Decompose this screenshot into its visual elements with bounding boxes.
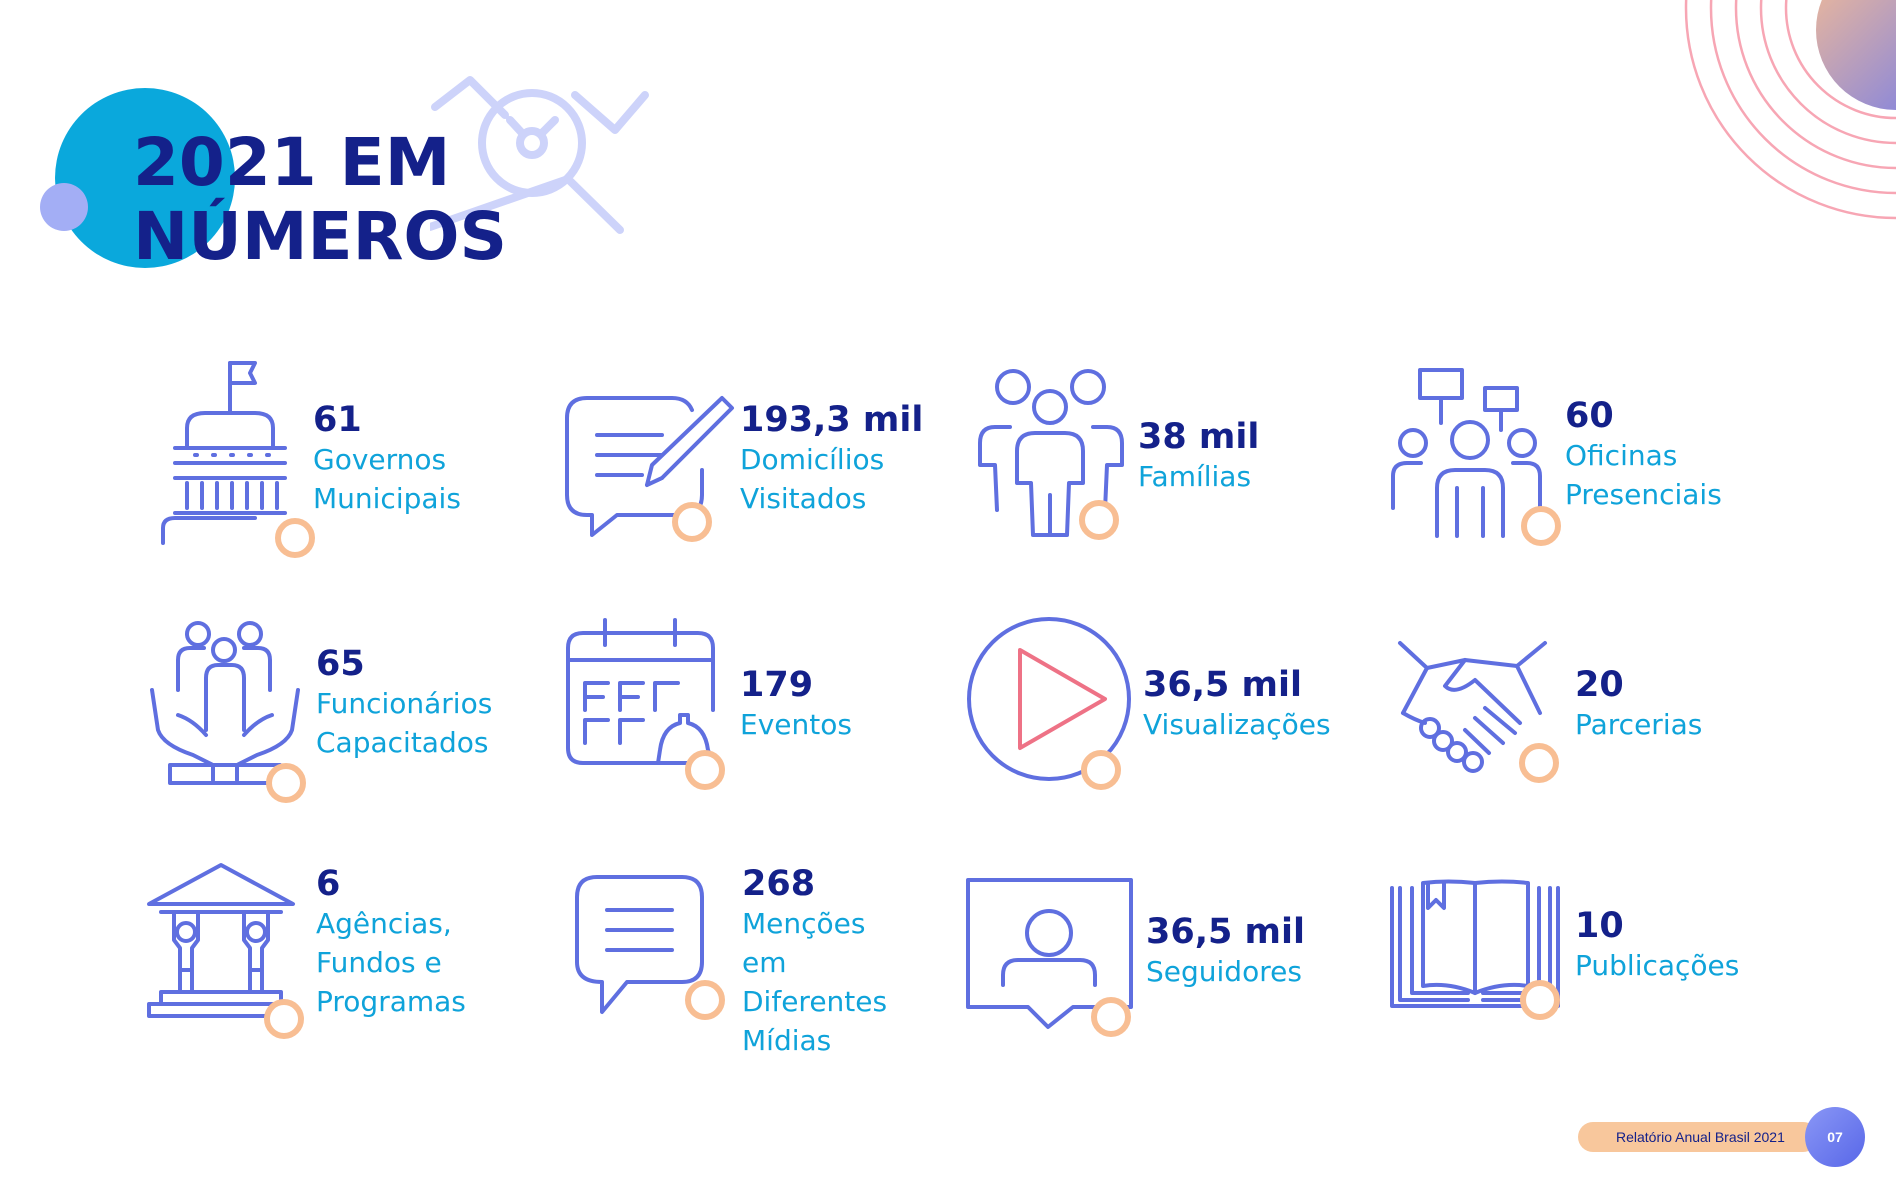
title-blue-circle — [55, 88, 235, 268]
calendar-bell-icon — [566, 618, 715, 765]
stat-number: 38 mil — [1138, 417, 1260, 457]
accent-ring — [266, 763, 306, 803]
accent-ring — [1081, 750, 1121, 790]
user-profile-icon — [966, 878, 1133, 1029]
stat-number: 65 — [316, 644, 365, 684]
play-button-icon — [967, 617, 1131, 781]
accent-ring — [1521, 506, 1561, 546]
accent-ring — [685, 980, 725, 1020]
stat-label: Seguidores — [1146, 955, 1302, 988]
stat-label: Visualizações — [1143, 708, 1331, 741]
protest-signs-icon — [1391, 368, 1542, 538]
stat-number: 36,5 mil — [1146, 912, 1306, 952]
title-lilac-dot — [40, 183, 88, 231]
page-title: 2021 EM NÚMEROS — [133, 126, 507, 274]
stat-label: Domicílios Visitados — [740, 443, 885, 515]
stat-label: Funcionários Capacitados — [316, 687, 493, 759]
footer-pill — [1578, 1122, 1818, 1152]
stat-label: Publicações — [1575, 949, 1740, 982]
hands-people-icon — [150, 621, 300, 785]
accent-ring — [1519, 743, 1559, 783]
stat-number: 60 — [1565, 396, 1614, 436]
accent-ring — [1079, 500, 1119, 540]
stat-label: Menções em Diferentes Mídias — [742, 907, 888, 1057]
family-group-icon — [978, 369, 1124, 537]
page-number-circle — [1805, 1107, 1865, 1167]
magnifier-chart-icon — [430, 76, 649, 234]
accent-ring — [1520, 980, 1560, 1020]
accent-ring — [685, 750, 725, 790]
stat-label: Governos Municipais — [313, 443, 461, 515]
stat-label: Parcerias — [1575, 708, 1703, 741]
stat-number: 36,5 mil — [1143, 665, 1303, 705]
stat-label: Famílias — [1138, 460, 1252, 493]
open-book-icon — [1390, 879, 1560, 1008]
stat-label: Oficinas Presenciais — [1565, 439, 1722, 511]
accent-ring — [275, 518, 315, 558]
stat-number: 179 — [740, 665, 814, 705]
decorative-rings-icon — [1684, 0, 1896, 220]
stat-number: 268 — [742, 864, 816, 904]
temple-pillars-icon — [147, 863, 295, 1018]
stat-number: 10 — [1575, 906, 1624, 946]
accent-ring — [1091, 997, 1131, 1037]
speech-bubble-icon — [575, 875, 704, 1014]
accent-ring — [264, 999, 304, 1039]
footer-report-title: Relatório Anual Brasil 2021 — [1616, 1129, 1785, 1145]
stat-number: 6 — [316, 864, 341, 904]
handshake-icon — [1398, 641, 1547, 773]
accent-ring — [672, 502, 712, 542]
stat-number: 61 — [313, 400, 362, 440]
page-title-line-2: NÚMEROS — [133, 198, 508, 275]
stat-number: 20 — [1575, 665, 1624, 705]
stat-label: Eventos — [740, 708, 852, 741]
government-building-icon — [161, 361, 287, 545]
stat-number: 193,3 mil — [740, 400, 924, 440]
page-number: 07 — [1827, 1129, 1843, 1145]
stat-label: Agências, Fundos e Programas — [316, 907, 466, 1018]
page-title-line-1: 2021 EM — [133, 124, 451, 201]
